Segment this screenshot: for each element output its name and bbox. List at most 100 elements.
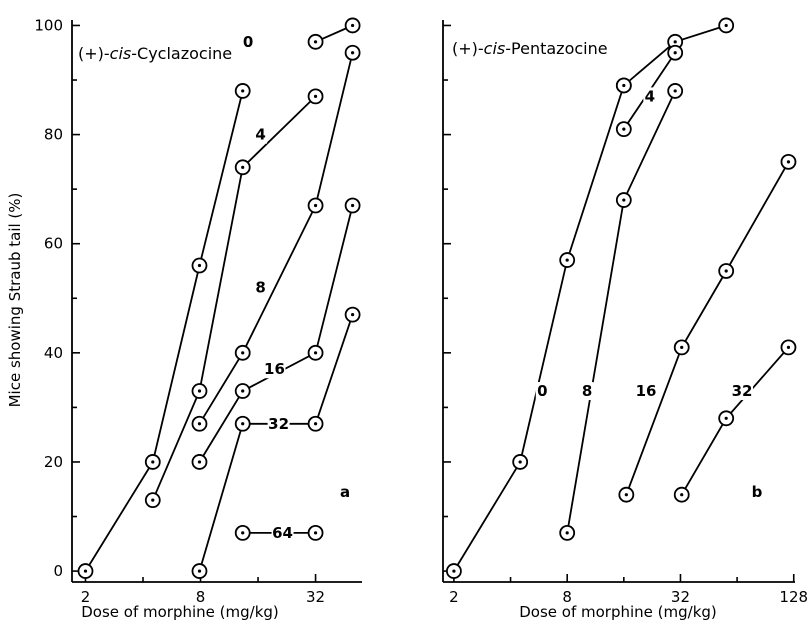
panel-b-data-point: [559, 252, 576, 268]
panel-a-series-label: 16: [264, 360, 285, 378]
panel-b-x-axis-label: Dose of morphine (mg/kg): [519, 603, 717, 621]
marker-dot: [673, 89, 677, 93]
panel-b-data-point: [615, 77, 632, 94]
panel-b-data-point: [718, 17, 735, 34]
panel-b-series-line-0: [453, 85, 625, 572]
marker-dot: [786, 160, 791, 164]
panel-a-series-label-bg: [271, 523, 294, 542]
marker-dot: [724, 416, 728, 420]
marker-dot: [350, 23, 355, 28]
panel-a-series-label: 64: [272, 524, 293, 542]
panel-b-x-tick-label: 32: [671, 588, 690, 606]
marker-dot: [350, 313, 355, 317]
marker-dot: [197, 460, 202, 464]
panel-a-data-point: [234, 159, 251, 176]
panel-b-series-label-bg: [535, 382, 549, 401]
panel-a-series-line-4: [151, 95, 317, 501]
panel-a-y-tick-label: 80: [44, 126, 63, 144]
panel-b-letter: b: [752, 483, 763, 501]
marker-dot: [197, 422, 202, 426]
panel-a-y-tick-label: 60: [44, 235, 63, 253]
panel-a-data-point: [144, 454, 161, 470]
panel-a-y-tick-label: 0: [53, 562, 63, 580]
marker-dot: [241, 165, 245, 169]
marker-dot: [197, 389, 202, 393]
panel-a-title: (+)-cis-Cyclazocine: [78, 44, 232, 63]
panel-b-data-point: [618, 486, 635, 503]
panel-b-data-point: [615, 192, 632, 208]
panel-b-series-label-bg: [635, 382, 658, 401]
panel-a-series-label: 0: [243, 33, 253, 51]
panel-b-data-point: [718, 410, 735, 427]
panel-b-data-point: [615, 121, 632, 138]
panel-a-series-line-0: [84, 90, 244, 572]
panel-a-data-point: [344, 306, 361, 323]
panel-a-data-point: [191, 415, 208, 432]
panel-a-data-point: [234, 344, 251, 361]
panel-a-data-point: [307, 344, 324, 361]
y-axis-label: Mice showing Straub tail (%): [6, 193, 24, 408]
panel-b-title: (+)-cis-Pentazocine: [452, 39, 608, 58]
panel-b-series-label: 8: [582, 382, 592, 400]
marker-dot: [673, 40, 677, 44]
panel-a-data-point: [234, 383, 251, 399]
marker-dot: [622, 198, 626, 202]
panel-a-series-label-bg: [263, 360, 286, 379]
marker-dot: [313, 422, 318, 426]
marker-dot: [197, 263, 202, 268]
marker-dot: [724, 23, 728, 28]
panel-b-data-point: [446, 563, 462, 579]
panel-b-data-point: [512, 454, 529, 470]
panel-a-series-line-8: [198, 52, 354, 425]
panel-a-data-point: [307, 415, 324, 432]
panel-a-data-point: [191, 454, 208, 470]
panel-b-x-tick-label: 128: [779, 588, 808, 606]
panel-b-series-label-bg: [731, 382, 754, 401]
panel-a-y-tick-label: 40: [44, 344, 63, 362]
marker-dot: [680, 345, 684, 349]
panel-b-data-point: [667, 83, 684, 99]
panel-a-x-tick-label: 2: [81, 588, 91, 606]
panel-a-y-tick-label: 20: [44, 453, 63, 471]
marker-dot: [786, 345, 791, 349]
panel-a-x-tick-label: 32: [306, 588, 325, 606]
marker-dot: [724, 269, 728, 273]
panel-b-data-point: [780, 339, 797, 356]
marker-dot: [241, 389, 245, 393]
marker-dot: [452, 569, 456, 573]
panel-a-data-point: [234, 524, 251, 541]
marker-dot: [624, 493, 628, 497]
panel-a-series-label: 4: [255, 126, 265, 144]
panel-b-pentazocine: (+)-cis-Pentazocine Dose of morphine (mg…: [442, 17, 808, 621]
panel-a-data-point: [344, 197, 361, 214]
panel-a-x-tick-label: 8: [196, 588, 206, 606]
panel-b-series-line-32: [680, 346, 790, 496]
panel-a-data-point: [307, 197, 324, 214]
panel-b-series-label: 0: [537, 382, 547, 400]
panel-a-series-label: 32: [268, 415, 289, 433]
marker-dot: [151, 498, 155, 502]
panel-a-data-point: [307, 88, 324, 105]
panel-b-series-label: 16: [636, 382, 657, 400]
panel-b-x-tick-label: 2: [449, 588, 459, 606]
panel-a-y-tick-label: 100: [34, 16, 63, 34]
panel-a-data-point: [344, 44, 361, 61]
panel-b-series-label-bg: [643, 87, 657, 106]
marker-dot: [350, 51, 355, 55]
marker-dot: [680, 493, 684, 497]
marker-dot: [313, 40, 318, 44]
marker-dot: [313, 531, 318, 535]
panel-a-letter: a: [340, 483, 350, 501]
panel-b-data-point: [673, 339, 690, 356]
panel-a-series-label-bg: [241, 32, 255, 51]
marker-dot: [565, 258, 569, 262]
marker-dot: [518, 460, 522, 464]
panel-a-data-point: [344, 17, 361, 34]
marker-dot: [622, 83, 626, 88]
panel-a-data-point: [234, 83, 251, 99]
panel-b-series-line-16: [625, 161, 790, 496]
panel-b-series-line-8: [566, 90, 677, 534]
panel-a-data-point: [191, 563, 208, 579]
marker-dot: [350, 203, 355, 208]
panel-a-series-label-bg: [254, 278, 268, 297]
